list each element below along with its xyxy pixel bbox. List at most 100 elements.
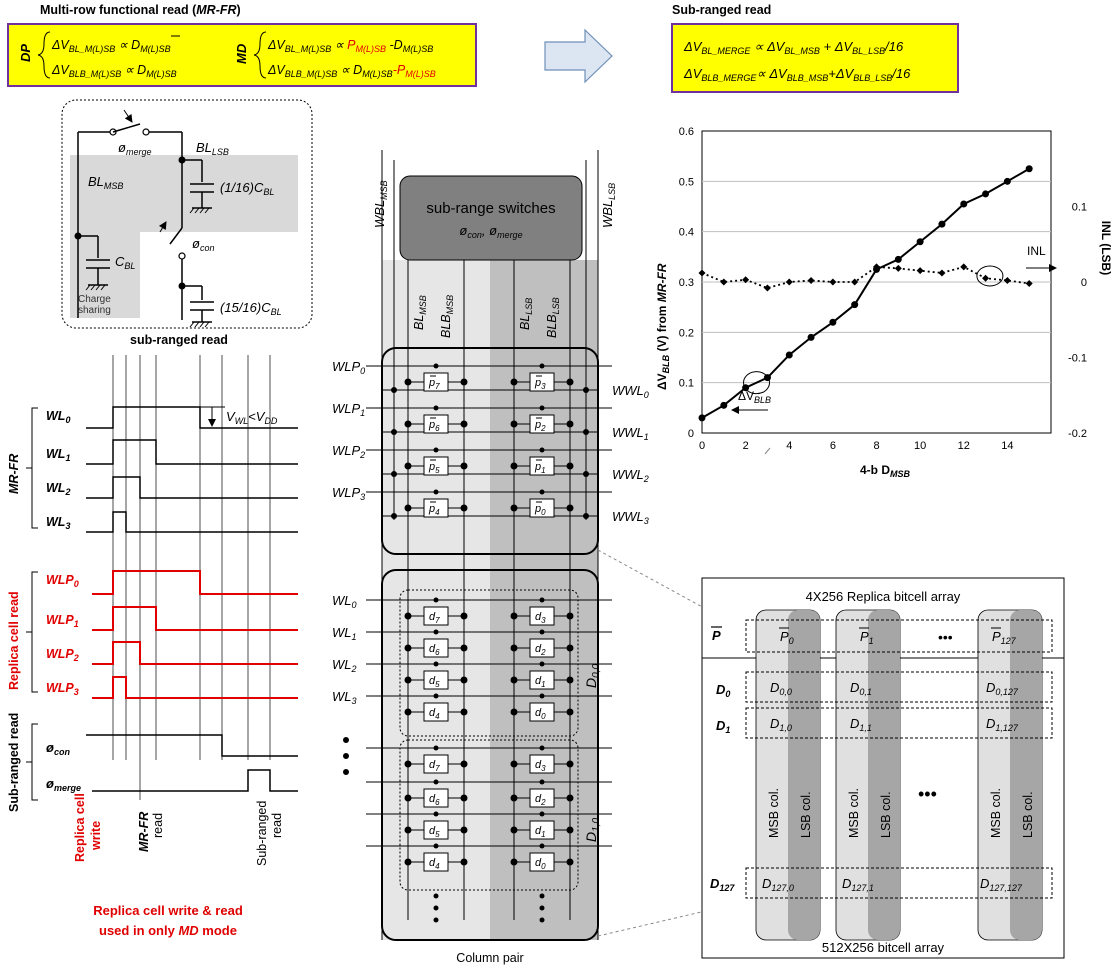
switch-box-sub: øcon, ømerge	[459, 223, 522, 240]
inl-point	[698, 269, 706, 277]
chart-ytick-right: -0.1	[1068, 353, 1087, 365]
inl-point	[763, 284, 771, 292]
chart-xtick: 6	[830, 440, 836, 452]
lsb-col-label-2: LSB col.	[1021, 791, 1035, 838]
vwl-label: VWL<VDD	[226, 409, 278, 426]
chart-ytick-left: 0	[688, 428, 694, 440]
phase-mrfr-read: MR-FR	[137, 812, 151, 852]
timing-wlp0-label: WLP0	[46, 573, 79, 589]
circuit-frame	[61, 99, 313, 329]
chart-ytick-left: 0.6	[679, 126, 694, 138]
circuit-caption: sub-ranged read	[130, 333, 228, 347]
wlp2-waveform	[92, 641, 298, 665]
phi-con-waveform	[86, 734, 298, 757]
cell-label-left: p7	[428, 377, 440, 391]
charge-sharing-label-2: sharing	[78, 305, 111, 316]
timing-mrfr-label: MR-FR	[7, 454, 21, 494]
cell-left	[423, 638, 449, 658]
cell-label-right: d3	[535, 759, 546, 773]
timing-note-1: Replica cell write & read	[93, 903, 243, 918]
timing-wl2-label: WL2	[46, 481, 70, 497]
chart-ytick-left: 0.3	[679, 277, 694, 289]
dvblb-point	[1003, 177, 1011, 185]
data-array-block	[381, 569, 599, 941]
bitcell-d10: D1,0	[770, 716, 792, 733]
chart-xtick: 2	[743, 440, 749, 452]
timing-wlp2-label: WLP2	[46, 647, 79, 663]
cell-left	[423, 372, 449, 392]
dvblb-point	[763, 374, 771, 382]
bitcell-row-127: D127	[710, 876, 735, 893]
bitcell-d1270: D127,0	[762, 876, 794, 893]
group-d10-label: D1,0	[583, 818, 602, 842]
cell-left	[423, 414, 449, 434]
chart-xtick: 10	[914, 440, 926, 452]
chart-ytick-left: 0.2	[679, 327, 694, 339]
row-label: WL1	[332, 625, 357, 642]
wlp1-waveform	[92, 606, 298, 631]
inl-point	[807, 276, 815, 284]
row-label: WLP0	[332, 359, 365, 376]
charge-sharing-label-1: Charge	[78, 294, 111, 305]
cell-label-left: d6	[429, 643, 440, 657]
row-label: WLP1	[332, 401, 365, 418]
timing-diagram: MR-FR WL0 VWL<VDD WL1 WL2 WL3 Replica ce…	[7, 355, 298, 938]
inl-point	[1003, 276, 1011, 284]
wl2-waveform	[86, 476, 298, 499]
phi-con-label: øcon	[192, 236, 214, 253]
chart-ytick-left: 0.1	[679, 378, 694, 390]
phi-merge-label: ømerge	[118, 140, 151, 157]
mrfr-formula-box	[7, 23, 477, 87]
dvblb-point	[851, 301, 859, 309]
cell-right	[529, 702, 555, 722]
cell-label-right: d0	[535, 707, 546, 721]
series-inl-line	[701, 265, 1030, 289]
dp-brace	[37, 31, 51, 79]
dvblb-point	[785, 351, 793, 359]
cell-label-left: d5	[429, 825, 440, 839]
cell-label-right: d2	[535, 793, 546, 807]
bitcell-d00: D0,0	[770, 680, 792, 697]
wlp3-waveform	[92, 676, 298, 699]
md-label: MD	[234, 43, 249, 64]
inl-point	[916, 267, 924, 275]
inl-point	[851, 278, 859, 286]
cell-left	[423, 852, 449, 872]
msb-col-label-2: MSB col.	[989, 788, 1003, 838]
msb-col-label-0: MSB col.	[767, 788, 781, 838]
bitcell-row-0: D0	[716, 682, 730, 699]
cell-left	[423, 670, 449, 690]
cell-right	[529, 820, 555, 840]
cell-left	[423, 820, 449, 840]
chart-ytick-right: 0.1	[1072, 202, 1087, 214]
c-lsb-label: (1/16)CBL	[220, 180, 274, 197]
cell-right	[529, 606, 555, 626]
bitcell-ellipsis-p: •••	[938, 629, 953, 645]
cell-label-left: d4	[429, 707, 440, 721]
bl-msb-label: BLMSB	[88, 174, 123, 191]
cell-label-right: p3	[534, 377, 546, 391]
phi-merge-waveform	[92, 769, 298, 792]
subranged-eq-1: ΔVBL_MERGE ∝ ΔVBL_MSB + ΔVBL_LSB/16	[683, 39, 904, 56]
wwl-label: WWL0	[612, 383, 649, 400]
timing-note-2: used in only MD mode	[99, 923, 237, 938]
inl-point	[982, 274, 990, 282]
c-bl-label: CBL	[115, 254, 135, 271]
cell-label-right: p1	[534, 461, 546, 475]
inl-point	[785, 278, 793, 286]
cell-right	[529, 754, 555, 774]
bl-label-0: BLMSB	[412, 295, 428, 330]
dp-eq-2: ΔVBLB_M(L)SB ∝ DM(L)SB	[51, 63, 177, 79]
row-label: WL0	[332, 593, 357, 610]
cell-label-left: d6	[429, 793, 440, 807]
cell-left	[423, 754, 449, 774]
bitcell-p1: P1	[860, 629, 874, 646]
wwl-label: WWL2	[612, 467, 649, 484]
chart-xlabel: 4-b DMSB	[860, 463, 911, 479]
inl-chart: 0 0.1 0.2 0.3 0.4 0.5 0.6 -0.2 -0.1 0 0.1 0 2 4 6 8 10 12…	[655, 126, 1113, 479]
replica-array-title: 4X256 Replica bitcell array	[806, 589, 961, 604]
phase-sub-read-2: read	[270, 813, 284, 838]
replica-array-block	[381, 347, 599, 555]
phase-replica-write-2: write	[89, 821, 103, 851]
dvblb-point	[1025, 165, 1033, 173]
